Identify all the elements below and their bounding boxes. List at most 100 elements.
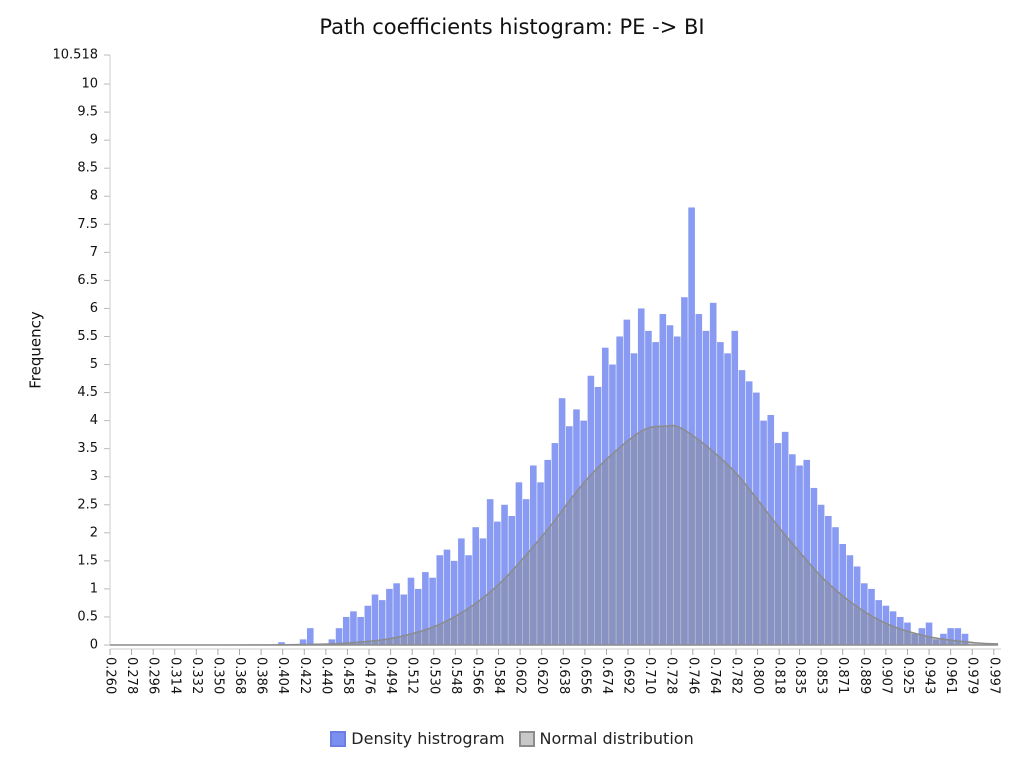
y-tick-label: 1 (90, 581, 98, 596)
x-tick-label: 0.835 (792, 657, 807, 694)
bar (436, 555, 444, 645)
bar (709, 302, 717, 645)
x-tick-label: 0.782 (728, 657, 743, 694)
bar (702, 330, 710, 645)
x-tick-label: 0.620 (534, 657, 549, 694)
bar (717, 342, 724, 645)
bar (882, 605, 890, 645)
y-tick-label: 0.5 (77, 609, 98, 624)
x-tick-label: 0.386 (254, 657, 269, 694)
normal-curve (109, 424, 999, 646)
bar (904, 622, 911, 645)
bar (774, 443, 782, 645)
bar (587, 375, 595, 645)
legend: Density histrogram Normal distribution (0, 729, 1024, 748)
x-tick-label: 0.602 (513, 657, 528, 694)
bar (781, 431, 789, 645)
x-tick-label: 0.422 (297, 657, 312, 694)
bar (688, 207, 695, 645)
bar (645, 330, 652, 645)
bar (796, 465, 803, 645)
y-tick-label: 8 (90, 189, 98, 204)
bar (530, 465, 537, 645)
legend-swatch (330, 730, 347, 747)
y-tick-label: 2.5 (77, 497, 98, 512)
bar (486, 499, 494, 645)
bar (896, 616, 904, 645)
x-tick-label: 0.764 (707, 657, 722, 694)
y-tick-label: 10 (81, 77, 98, 92)
bar (407, 577, 415, 645)
legend-label: Normal distribution (539, 729, 694, 748)
bar (357, 616, 364, 645)
bar (393, 583, 400, 645)
bar (803, 459, 811, 645)
x-tick-label: 0.961 (943, 657, 958, 694)
bar (673, 336, 681, 645)
x-tick-label: 0.404 (275, 657, 290, 694)
bar (860, 583, 868, 645)
bar (738, 370, 746, 645)
x-tick-label: 0.512 (405, 657, 420, 694)
x-tick-label: 0.440 (318, 657, 333, 694)
x-tick-label: 0.476 (362, 657, 377, 694)
bar (558, 398, 566, 645)
bar (832, 527, 839, 645)
bar (695, 314, 703, 645)
bar (386, 588, 393, 645)
x-tick-label: 0.566 (469, 657, 484, 694)
bar (278, 642, 285, 645)
bar (364, 605, 372, 645)
x-tick-label: 0.656 (577, 657, 592, 694)
y-tick-label: 10.518 (53, 48, 99, 63)
bar (745, 381, 753, 645)
x-tick-label: 0.458 (340, 657, 355, 694)
bar (573, 409, 580, 645)
bar (522, 499, 530, 645)
bar (479, 538, 487, 645)
bar (731, 330, 739, 645)
chart: Path coefficients histogram: PE -> BI Fr… (27, 15, 1002, 694)
bar (580, 420, 587, 645)
x-tick-label: 0.943 (922, 657, 937, 694)
bar (371, 594, 379, 645)
bar (472, 527, 480, 645)
x-tick-label: 0.907 (878, 657, 893, 694)
bar (760, 420, 767, 645)
bar (846, 555, 854, 645)
bar (853, 566, 861, 645)
bar (601, 347, 609, 645)
bar (501, 504, 508, 645)
legend-swatch (518, 730, 535, 747)
y-tick-label: 6.5 (77, 273, 98, 288)
bar (594, 386, 602, 645)
bar (537, 482, 544, 645)
y-tick-label: 5.5 (77, 329, 98, 344)
bar (911, 633, 918, 645)
y-tick-label: 2 (90, 525, 98, 540)
x-tick-label: 0.368 (232, 657, 247, 694)
x-tick-label: 0.818 (772, 657, 787, 694)
y-tick-label: 8.5 (77, 161, 98, 176)
bar (616, 336, 623, 645)
x-tick-label: 0.278 (124, 657, 139, 694)
bar (565, 426, 573, 645)
x-tick-label: 0.260 (103, 657, 118, 694)
x-tick-label: 0.800 (750, 657, 765, 694)
bar (637, 308, 645, 645)
y-tick-label: 1.5 (77, 553, 98, 568)
y-tick-label: 6 (90, 301, 98, 316)
bar (789, 454, 796, 645)
y-tick-label: 9 (90, 133, 98, 148)
bar (623, 319, 631, 645)
bar (630, 353, 638, 645)
bar (753, 392, 760, 645)
bar (875, 600, 882, 645)
x-tick-label: 0.674 (599, 657, 614, 694)
bar (429, 577, 436, 645)
y-tick-label: 4.5 (77, 385, 98, 400)
bar (450, 560, 458, 645)
bar (932, 639, 940, 645)
chart-title: Path coefficients histogram: PE -> BI (319, 15, 704, 39)
